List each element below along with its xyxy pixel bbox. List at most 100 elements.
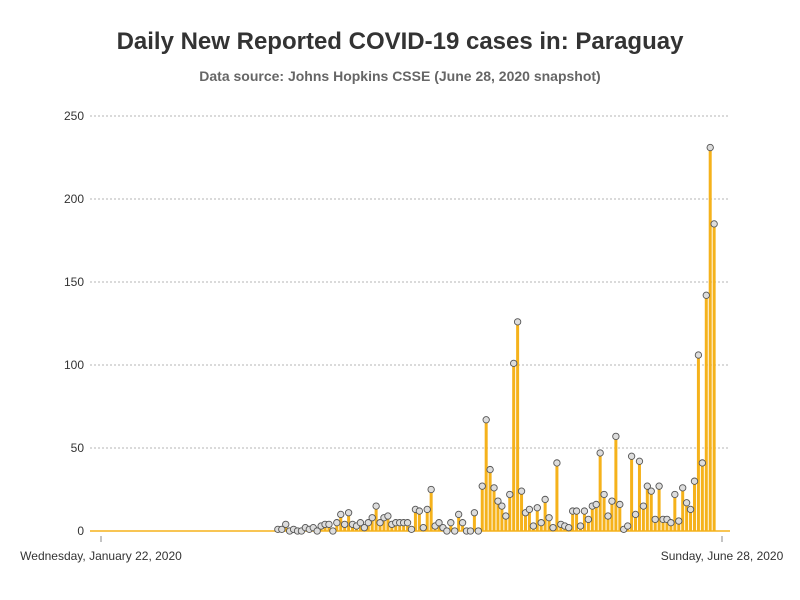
- data-point: [372, 502, 380, 510]
- bar: [657, 486, 661, 531]
- data-point: [710, 220, 718, 228]
- data-point: [702, 291, 710, 299]
- data-point: [600, 490, 608, 499]
- bar: [547, 517, 551, 531]
- data-point: [679, 484, 687, 492]
- chart-title: Daily New Reported COVID-19 cases in: Pa…: [116, 28, 684, 55]
- bar: [492, 487, 496, 531]
- data-point: [533, 504, 541, 512]
- bar: [358, 522, 362, 531]
- bar: [449, 522, 453, 531]
- bar: [402, 522, 406, 531]
- bar: [472, 512, 476, 531]
- y-tick-label: 50: [71, 441, 85, 455]
- data-point: [341, 520, 349, 529]
- bar: [527, 509, 531, 531]
- data-point: [651, 515, 659, 524]
- bar: [394, 522, 398, 531]
- y-gridlines: [90, 115, 730, 449]
- data-point: [435, 519, 443, 527]
- data-point: [549, 524, 557, 532]
- bar: [630, 456, 634, 531]
- data-point: [592, 500, 600, 509]
- bar: [374, 506, 378, 531]
- data-point: [356, 519, 365, 527]
- data-point: [643, 482, 651, 490]
- bar: [484, 419, 488, 531]
- data-point: [360, 524, 368, 532]
- y-tick-label: 100: [64, 358, 84, 372]
- data-point: [513, 318, 522, 326]
- data-point: [517, 487, 526, 495]
- data-point: [616, 500, 624, 509]
- data-point: [451, 527, 459, 535]
- bar: [508, 494, 512, 531]
- bar: [692, 481, 696, 531]
- bar: [681, 487, 685, 531]
- data-point: [635, 457, 644, 465]
- y-tick-label: 150: [64, 275, 84, 289]
- data-point: [541, 495, 549, 504]
- data-point: [529, 522, 537, 530]
- bar: [500, 506, 504, 531]
- data-point: [627, 452, 636, 460]
- bar: [677, 521, 681, 531]
- bar: [504, 516, 508, 531]
- bar: [700, 462, 704, 531]
- bar: [712, 223, 716, 531]
- data-point: [584, 515, 593, 524]
- bar: [696, 355, 700, 531]
- data-point: [423, 505, 431, 514]
- data-point: [502, 512, 510, 520]
- bar: [543, 499, 547, 531]
- data-point: [698, 459, 706, 467]
- data-point: [647, 487, 655, 495]
- data-point: [482, 416, 490, 424]
- bar: [637, 461, 641, 531]
- bar: [429, 489, 433, 531]
- data-point: [427, 485, 435, 494]
- data-point: [368, 514, 376, 522]
- bar: [520, 491, 524, 531]
- bar: [523, 512, 527, 531]
- data-point: [344, 509, 353, 517]
- bar: [370, 517, 374, 531]
- data-point: [604, 512, 612, 520]
- data-point: [455, 510, 463, 519]
- bar: [386, 516, 390, 531]
- data-point: [572, 507, 581, 515]
- data-point: [537, 519, 545, 527]
- bar: [535, 507, 539, 531]
- data-point: [686, 505, 695, 514]
- bar: [496, 501, 500, 531]
- bar: [425, 509, 429, 531]
- bar: [606, 516, 610, 531]
- bar: [512, 363, 516, 531]
- bar: [653, 519, 657, 531]
- data-point: [478, 482, 486, 490]
- y-tick-label: 200: [64, 192, 84, 206]
- bar: [417, 511, 421, 531]
- bar: [685, 502, 689, 531]
- data-point: [364, 519, 372, 527]
- data-point: [376, 519, 384, 527]
- data-point: [655, 482, 663, 490]
- bar: [618, 504, 622, 531]
- data-point: [384, 512, 392, 520]
- data-point: [415, 507, 424, 515]
- data-point: [325, 520, 333, 529]
- data-point: [580, 507, 589, 515]
- data-point: [458, 519, 467, 527]
- data-point: [510, 359, 518, 367]
- bars: [276, 147, 716, 532]
- bar: [575, 511, 579, 531]
- x-label-end: Sunday, June 28, 2020: [661, 549, 784, 563]
- bar: [598, 452, 602, 531]
- data-point: [553, 459, 561, 467]
- data-point: [337, 510, 345, 519]
- bar: [555, 462, 559, 531]
- data-point: [403, 519, 412, 527]
- x-axis: Wednesday, January 22, 2020 Sunday, June…: [20, 536, 784, 563]
- bar: [461, 522, 465, 531]
- data-point: [474, 527, 482, 535]
